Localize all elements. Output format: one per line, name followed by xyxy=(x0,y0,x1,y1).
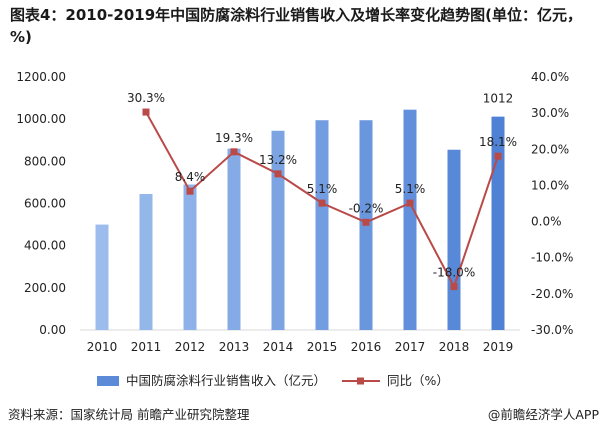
chart-title: 图表4：2010-2019年中国防腐涂料行业销售收入及增长率变化趋势图(单位：亿… xyxy=(10,6,583,46)
line-point xyxy=(362,218,370,226)
legend-line-marker xyxy=(357,377,364,385)
y-right-tick-label: 0.0% xyxy=(531,215,562,229)
bar xyxy=(271,130,285,330)
legend: 中国防腐涂料行业销售收入（亿元） 同比（%） xyxy=(97,373,449,388)
data-labels: 1012 30.3% 8.4% 19.3% 13.2% 5.1% -0.2% 5.1% -18.… xyxy=(127,91,517,280)
y-right-tick-label: 10.0% xyxy=(531,178,569,192)
y-left-tick-label: 800.00 xyxy=(24,154,66,168)
x-tick-label: 2010 xyxy=(87,340,118,354)
y-right-tick-label: -10.0% xyxy=(531,251,573,265)
y-left-tick-label: 1000.00 xyxy=(16,112,66,126)
y-left-tick-label: 1200.00 xyxy=(16,70,66,84)
y-right-tick-label: 20.0% xyxy=(531,142,569,156)
x-tick-label: 2011 xyxy=(131,340,162,354)
bar xyxy=(315,120,329,331)
bar xyxy=(403,109,417,330)
x-tick-label: 2015 xyxy=(307,340,338,354)
bar xyxy=(447,149,461,330)
y-left-tick-label: 600.00 xyxy=(24,197,66,211)
line-data-label: 18.1% xyxy=(479,135,517,149)
line-point xyxy=(494,152,502,160)
line-data-label: 5.1% xyxy=(307,182,338,196)
line-point xyxy=(142,108,150,116)
bar-series xyxy=(95,109,505,331)
y-right-tick-label: -20.0% xyxy=(531,287,573,301)
y-right-tick-label: -30.0% xyxy=(531,323,573,337)
line-data-label: -18.0% xyxy=(433,266,475,280)
line-point xyxy=(406,199,414,207)
line-point xyxy=(318,199,326,207)
x-tick-label: 2017 xyxy=(395,340,426,354)
bar xyxy=(227,148,241,330)
x-tick-label: 2012 xyxy=(175,340,206,354)
bar xyxy=(139,194,153,330)
bar xyxy=(491,116,505,331)
line-point xyxy=(230,148,238,156)
y-left-tick-label: 400.00 xyxy=(24,239,66,253)
bar xyxy=(183,184,197,330)
bar-data-label: 1012 xyxy=(483,92,514,106)
x-tick-label: 2014 xyxy=(263,340,294,354)
brand-note: @前瞻经济学人APP xyxy=(487,407,599,422)
line-data-label: 30.3% xyxy=(127,91,165,105)
legend-bar-label: 中国防腐涂料行业销售收入（亿元） xyxy=(126,373,326,388)
y-left-tick-label: 0.00 xyxy=(39,323,66,337)
y-right-tick-label: 40.0% xyxy=(531,70,569,84)
axes: 0.00 200.00 400.00 600.00 800.00 1000.00 1200.… xyxy=(16,70,573,354)
line-data-label: 19.3% xyxy=(215,131,253,145)
line-series xyxy=(142,108,502,291)
line-data-label: 13.2% xyxy=(259,153,297,167)
legend-line-label: 同比（%） xyxy=(387,373,449,388)
y-right-tick-label: 30.0% xyxy=(531,106,569,120)
line-data-label: 5.1% xyxy=(395,182,426,196)
bar xyxy=(95,224,109,330)
line-point xyxy=(274,170,282,178)
x-tick-label: 2018 xyxy=(439,340,470,354)
legend-bar-swatch xyxy=(97,376,119,386)
line-point xyxy=(450,283,458,291)
line-data-label: 8.4% xyxy=(175,170,206,184)
y-left-tick-label: 200.00 xyxy=(24,281,66,295)
line-point xyxy=(186,187,194,195)
line-data-label: -0.2% xyxy=(349,201,384,215)
x-tick-label: 2016 xyxy=(351,340,382,354)
source-note: 资料来源：国家统计局 前瞻产业研究院整理 xyxy=(8,407,250,422)
x-tick-label: 2013 xyxy=(219,340,250,354)
x-tick-label: 2019 xyxy=(483,340,514,354)
